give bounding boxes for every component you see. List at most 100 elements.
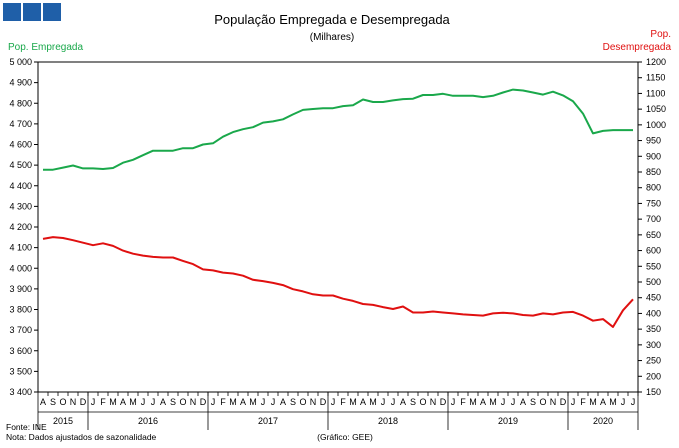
right-tick-label: 850 xyxy=(646,167,661,177)
month-label: M xyxy=(369,397,377,407)
right-tick-label: 450 xyxy=(646,293,661,303)
left-tick-label: 4 000 xyxy=(9,263,32,273)
month-label: A xyxy=(400,397,406,407)
left-tick-label: 3 900 xyxy=(9,284,32,294)
right-axis-label-line2: Desempregada xyxy=(603,42,672,53)
month-label: D xyxy=(440,397,447,407)
month-label: M xyxy=(129,397,137,407)
month-label: A xyxy=(480,397,486,407)
right-tick-label: 900 xyxy=(646,151,661,161)
left-tick-label: 4 700 xyxy=(9,119,32,129)
right-tick-label: 650 xyxy=(646,230,661,240)
month-label: J xyxy=(141,397,146,407)
right-tick-label: 800 xyxy=(646,183,661,193)
month-label: J xyxy=(331,397,336,407)
brand-logo xyxy=(3,3,61,21)
month-label: N xyxy=(430,397,437,407)
right-tick-label: 400 xyxy=(646,308,661,318)
left-tick-label: 3 700 xyxy=(9,325,32,335)
right-axis-label-line1: Pop. xyxy=(650,29,671,40)
month-label: J xyxy=(211,397,216,407)
right-tick-label: 1050 xyxy=(646,104,666,114)
month-label: O xyxy=(179,397,186,407)
graph-credit: (Gráfico: GEE) xyxy=(317,432,373,442)
right-tick-label: 950 xyxy=(646,136,661,146)
month-label: F xyxy=(340,397,346,407)
left-tick-label: 3 500 xyxy=(9,366,32,376)
year-label: 2019 xyxy=(498,416,518,426)
month-label: A xyxy=(520,397,526,407)
month-label: A xyxy=(120,397,126,407)
month-label: A xyxy=(600,397,606,407)
month-label: F xyxy=(460,397,466,407)
adjustment-note: Nota: Dados ajustados de sazonalidade xyxy=(6,432,157,442)
left-tick-label: 3 600 xyxy=(9,346,32,356)
chart-subtitle: (Milhares) xyxy=(310,32,354,43)
right-tick-label: 250 xyxy=(646,356,661,366)
right-tick-label: 500 xyxy=(646,277,661,287)
month-label: A xyxy=(280,397,286,407)
month-label: D xyxy=(80,397,87,407)
month-label: O xyxy=(299,397,306,407)
right-tick-label: 750 xyxy=(646,198,661,208)
logo-square xyxy=(3,3,21,21)
month-label: S xyxy=(50,397,56,407)
month-label: M xyxy=(109,397,117,407)
logo-square xyxy=(43,3,61,21)
month-label: M xyxy=(469,397,477,407)
left-tick-label: 4 300 xyxy=(9,201,32,211)
month-label: D xyxy=(560,397,567,407)
right-tick-label: 1200 xyxy=(646,57,666,67)
month-label: F xyxy=(220,397,226,407)
year-label: 2015 xyxy=(53,416,73,426)
month-label: S xyxy=(290,397,296,407)
month-label: J xyxy=(381,397,386,407)
left-tick-label: 4 200 xyxy=(9,222,32,232)
employed-series-line xyxy=(43,88,633,171)
month-label: J xyxy=(261,397,266,407)
logo-square xyxy=(23,3,41,21)
month-label: N xyxy=(550,397,557,407)
chart-title: População Empregada e Desempregada xyxy=(214,12,450,27)
plot-frame xyxy=(37,61,639,393)
month-label: M xyxy=(229,397,237,407)
month-label: F xyxy=(580,397,586,407)
month-label: A xyxy=(360,397,366,407)
right-tick-label: 200 xyxy=(646,371,661,381)
left-tick-label: 4 600 xyxy=(9,140,32,150)
right-tick-label: 1150 xyxy=(646,73,665,83)
month-label: O xyxy=(539,397,546,407)
month-label: J xyxy=(511,397,516,407)
right-tick-label: 1100 xyxy=(646,88,665,98)
right-tick-label: 150 xyxy=(646,387,661,397)
left-axis-label: Pop. Empregada xyxy=(8,42,83,53)
right-tick-label: 700 xyxy=(646,214,661,224)
left-axis: 3 400 3 500 3 600 3 700 3 800 3 900 4 000 4 100… xyxy=(9,57,38,397)
year-label: 2018 xyxy=(378,416,398,426)
month-label: A xyxy=(160,397,166,407)
year-label: 2020 xyxy=(593,416,613,426)
year-label: 2017 xyxy=(258,416,278,426)
month-label: M xyxy=(609,397,617,407)
left-tick-label: 3 800 xyxy=(9,305,32,315)
year-label: 2016 xyxy=(138,416,158,426)
month-label: D xyxy=(320,397,327,407)
month-label: O xyxy=(59,397,66,407)
month-label: J xyxy=(91,397,96,407)
month-label: S xyxy=(530,397,536,407)
month-label: F xyxy=(100,397,106,407)
right-tick-label: 550 xyxy=(646,261,661,271)
month-label: S xyxy=(170,397,176,407)
month-label: J xyxy=(621,397,626,407)
right-tick-label: 300 xyxy=(646,340,661,350)
left-tick-label: 4 900 xyxy=(9,78,32,88)
left-tick-label: 4 400 xyxy=(9,181,32,191)
month-label: J xyxy=(271,397,276,407)
month-label: N xyxy=(70,397,77,407)
month-label: M xyxy=(489,397,497,407)
month-label: S xyxy=(410,397,416,407)
left-tick-label: 3 400 xyxy=(9,387,32,397)
unemployed-series-line xyxy=(42,236,634,328)
right-tick-label: 1000 xyxy=(646,120,666,130)
